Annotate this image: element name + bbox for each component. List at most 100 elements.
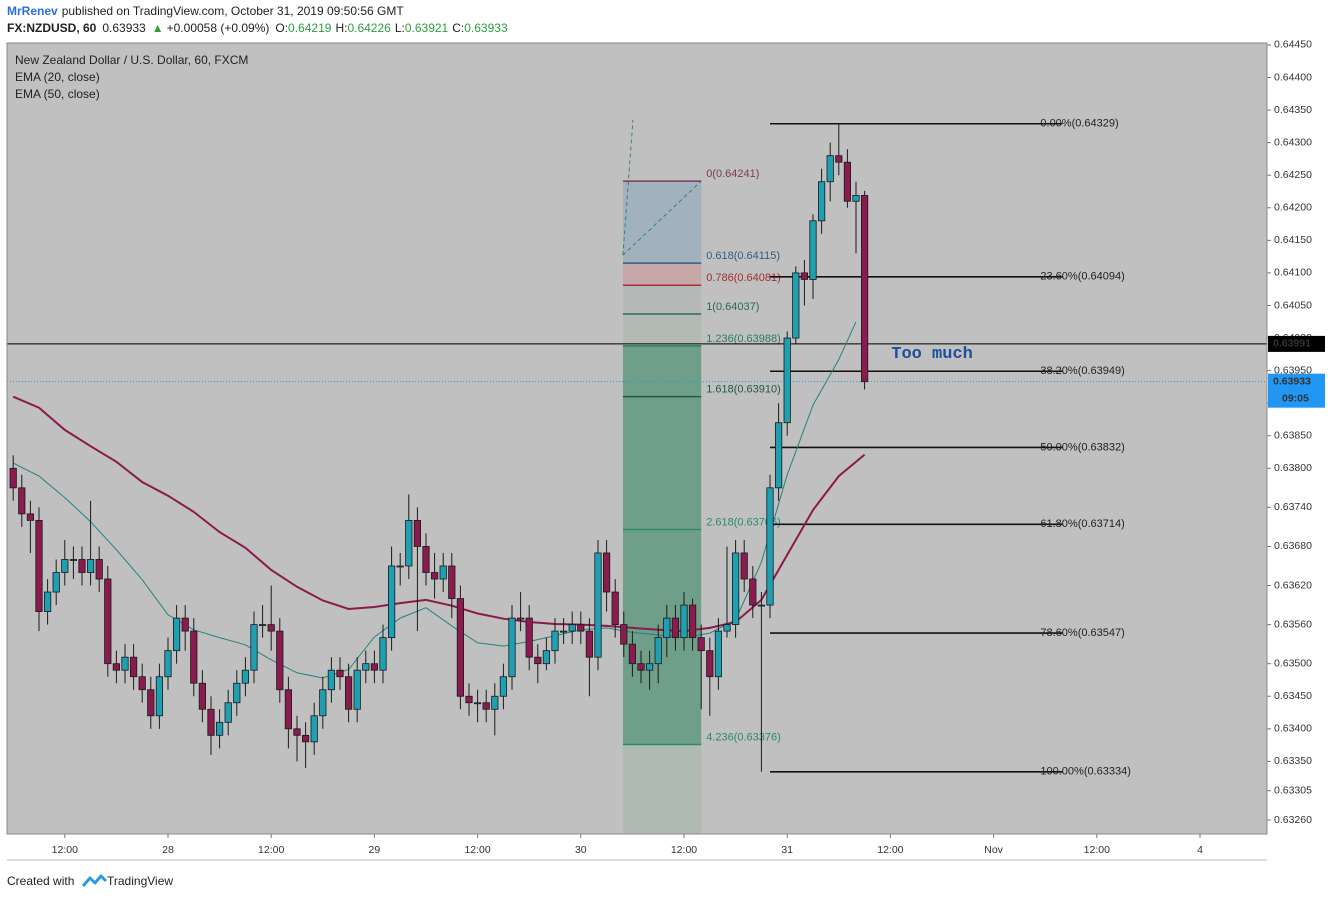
candle-body — [215, 721, 224, 736]
y-tick-label: 0.63950 — [1274, 364, 1312, 376]
y-tick-label: 0.63350 — [1274, 755, 1312, 767]
candle-body — [645, 663, 654, 671]
candle-body — [491, 695, 499, 710]
x-tick-label: 12:00 — [1084, 844, 1110, 856]
candle-body — [233, 682, 241, 704]
data-layer — [9, 123, 869, 772]
candle-body — [379, 637, 387, 671]
fib-extension-zone — [622, 345, 702, 397]
fib-extension-zone — [622, 744, 702, 834]
y-tick-label: 0.63400 — [1274, 723, 1312, 735]
candle-body — [413, 520, 421, 547]
x-tick-label: 30 — [575, 844, 587, 856]
candle-body — [267, 624, 275, 632]
candle-body — [181, 617, 189, 632]
candle-body — [740, 552, 748, 580]
x-tick-label: 31 — [781, 844, 793, 856]
fib-extension-label: 0.618(0.64115) — [706, 250, 780, 262]
candle-body — [783, 337, 791, 424]
countdown-label: 09:05 — [1282, 392, 1309, 404]
y-tick-label: 0.64150 — [1274, 234, 1312, 246]
x-tick-label: 12:00 — [671, 844, 697, 856]
candle-body — [18, 487, 26, 515]
candle-body — [9, 467, 17, 489]
candle-body — [353, 669, 361, 710]
y-tick-label: 0.64100 — [1274, 267, 1312, 279]
y-tick-label: 0.63560 — [1274, 618, 1312, 630]
legend-entry: EMA (20, close) — [15, 70, 100, 84]
logo-mark — [81, 874, 108, 887]
y-tick-label: 0.64350 — [1274, 104, 1312, 116]
x-tick-label: 12:00 — [258, 844, 284, 856]
candle-body — [310, 715, 318, 743]
candle-body — [568, 624, 576, 632]
candle-body — [430, 572, 439, 580]
chart-title: New Zealand Dollar / U.S. Dollar, 60, FX… — [15, 53, 248, 67]
fib-extension-label: 4.236(0.63376) — [706, 731, 781, 743]
candle-body — [508, 617, 516, 678]
annotation: Too much — [891, 345, 973, 364]
last-price: 0.63933 — [102, 21, 146, 35]
candle-body — [95, 559, 103, 580]
candle-body — [663, 617, 671, 639]
ohlc-value: 0.63933 — [464, 21, 508, 35]
footer-brand[interactable]: TradingView — [107, 874, 173, 888]
candle-body — [104, 578, 112, 665]
y-tick-label: 0.63680 — [1274, 540, 1312, 552]
candle-body — [35, 520, 43, 612]
fib-extension-trend — [622, 119, 702, 256]
candle-body — [155, 676, 163, 717]
y-tick-label: 0.64050 — [1274, 299, 1312, 311]
y-tick-label: 0.64200 — [1274, 202, 1312, 214]
candle-body — [448, 565, 456, 599]
tradingview-logo — [81, 874, 108, 887]
candle-body — [241, 669, 249, 684]
y-tick-label: 0.64250 — [1274, 169, 1312, 181]
candle-body — [792, 272, 800, 339]
candle-body — [370, 663, 378, 671]
fib-retracement-label: 50.00%(0.63832) — [1040, 441, 1124, 453]
candle-body — [818, 181, 826, 222]
candle-body — [336, 669, 344, 678]
candle-body — [628, 643, 636, 665]
author[interactable]: MrRenev — [7, 4, 58, 18]
candle-body — [164, 650, 172, 678]
fib-retracement-label: 38.20%(0.63949) — [1040, 365, 1124, 377]
candle-body — [138, 676, 146, 691]
candle-body — [69, 559, 77, 561]
candle-body — [473, 702, 482, 705]
ema-line — [12, 395, 866, 633]
candle-body — [147, 689, 155, 717]
candle-body — [826, 155, 834, 183]
candle-body — [749, 578, 757, 606]
price-box — [1268, 335, 1325, 352]
change-arrow: ▲ — [152, 21, 164, 35]
ohlc-key: H: — [335, 21, 347, 35]
candle-body — [843, 161, 852, 202]
fib-retracement-label: 61.80%(0.63714) — [1040, 518, 1124, 530]
ohlc-value: 0.63921 — [405, 21, 449, 35]
candle-body — [585, 630, 593, 658]
candle-body — [422, 546, 430, 573]
last-price-label: 0.63933 — [1273, 375, 1311, 387]
candle-body — [465, 695, 473, 704]
ohlc-key: O: — [275, 21, 288, 35]
candle-body — [697, 637, 705, 652]
x-tick-label: 12:00 — [464, 844, 490, 856]
published: published on TradingView.com, October 31… — [62, 4, 405, 18]
candle-body — [723, 624, 731, 632]
candle-body — [835, 155, 843, 163]
candle-body — [319, 689, 327, 717]
candle-body — [680, 604, 688, 639]
candle-body — [714, 630, 722, 678]
candle-body — [499, 676, 507, 697]
symbol: FX:NZDUSD, 60 — [7, 21, 97, 35]
candle-body — [559, 630, 568, 633]
candle-body — [121, 656, 129, 671]
x-tick-label: 28 — [162, 844, 174, 856]
candle-body — [809, 220, 817, 280]
candle-body — [611, 591, 619, 626]
fib-extension-zone — [622, 313, 702, 346]
candle-body — [620, 624, 628, 645]
candle-body — [129, 656, 138, 678]
